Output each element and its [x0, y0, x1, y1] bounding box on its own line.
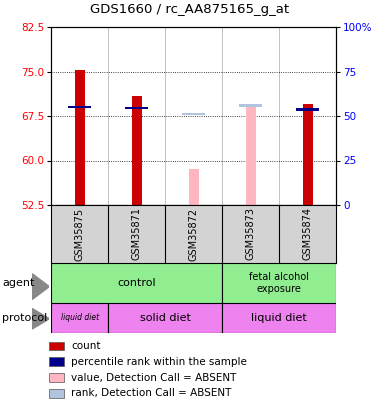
Bar: [182, 113, 205, 115]
Bar: [296, 108, 319, 111]
Text: GSM35874: GSM35874: [303, 207, 313, 260]
Text: GSM35875: GSM35875: [75, 207, 85, 260]
Text: control: control: [117, 278, 156, 288]
Bar: [246, 104, 256, 205]
Bar: [302, 104, 313, 205]
Bar: [49, 389, 64, 398]
Bar: [51, 263, 222, 303]
Bar: [222, 303, 336, 333]
Bar: [222, 263, 336, 303]
Bar: [189, 169, 199, 205]
Bar: [49, 358, 64, 366]
Text: count: count: [71, 341, 101, 351]
Text: GSM35872: GSM35872: [189, 207, 199, 260]
Polygon shape: [32, 309, 49, 329]
Text: solid diet: solid diet: [140, 313, 191, 323]
Bar: [49, 342, 64, 350]
Bar: [68, 106, 91, 108]
Text: value, Detection Call = ABSENT: value, Detection Call = ABSENT: [71, 373, 237, 383]
Bar: [51, 303, 108, 333]
Bar: [239, 104, 262, 107]
Text: rank, Detection Call = ABSENT: rank, Detection Call = ABSENT: [71, 388, 232, 399]
Text: percentile rank within the sample: percentile rank within the sample: [71, 357, 247, 367]
Bar: [49, 373, 64, 382]
Bar: [125, 107, 148, 109]
Bar: [132, 96, 142, 205]
Bar: [108, 303, 222, 333]
Text: GSM35871: GSM35871: [132, 207, 142, 260]
Text: GSM35873: GSM35873: [246, 207, 256, 260]
Text: fetal alcohol
exposure: fetal alcohol exposure: [249, 272, 309, 294]
Text: liquid diet: liquid diet: [252, 313, 307, 323]
Text: GDS1660 / rc_AA875165_g_at: GDS1660 / rc_AA875165_g_at: [90, 4, 290, 17]
Polygon shape: [32, 274, 49, 299]
Text: protocol: protocol: [2, 313, 47, 323]
Text: liquid diet: liquid diet: [61, 313, 99, 322]
Text: agent: agent: [2, 278, 34, 288]
Bar: [75, 70, 85, 205]
